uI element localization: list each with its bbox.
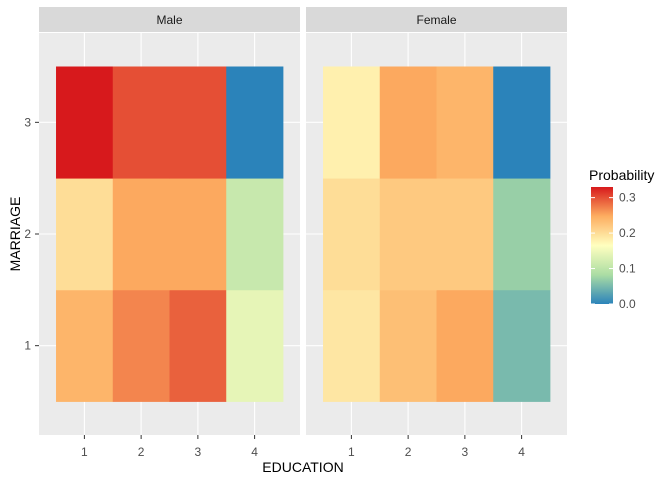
axes: 1 2 3 4 1 2 3 4 1 2 3 — [24, 115, 525, 459]
x-tick-label: 2 — [405, 445, 412, 459]
y-tick-label: 1 — [24, 339, 31, 353]
heatmap-cell-male-m1-e3 — [169, 289, 227, 402]
heatmap-cell-male-m1-e2 — [112, 289, 170, 402]
heatmap-cell-female-m3-e3 — [436, 66, 494, 179]
heatmap-cell-female-m2-e3 — [436, 178, 494, 291]
legend-tick-label: 0.2 — [619, 226, 636, 240]
facet-label-male: Male — [156, 13, 182, 27]
heatmap-cell-female-m1-e3 — [436, 289, 494, 402]
heatmap-cell-male-m2-e1 — [56, 178, 114, 291]
heatmap-cell-male-m3-e4 — [226, 66, 284, 179]
heatmap-cell-male-m3-e2 — [112, 66, 170, 179]
x-tick-label: 1 — [348, 445, 355, 459]
y-tick-label: 2 — [24, 227, 31, 241]
heatmap-cell-female-m3-e4 — [493, 66, 551, 179]
heatmap-cell-female-m3-e1 — [323, 66, 381, 179]
heatmap-cell-male-m3-e3 — [169, 66, 227, 179]
heatmap-cell-female-m2-e4 — [493, 178, 551, 291]
heatmap-cell-female-m1-e2 — [379, 289, 437, 402]
heatmap-cell-female-m2-e1 — [323, 178, 381, 291]
heatmap-cell-female-m1-e1 — [323, 289, 381, 402]
x-tick-label: 3 — [462, 445, 469, 459]
legend-colorbar — [591, 187, 613, 304]
x-tick-label: 4 — [251, 445, 258, 459]
facet-label-female: Female — [416, 13, 456, 27]
x-tick-label: 3 — [195, 445, 202, 459]
x-tick-label: 4 — [518, 445, 525, 459]
x-tick-label: 1 — [81, 445, 88, 459]
heatmap-cell-male-m1-e1 — [56, 289, 114, 402]
legend-title: Probability — [589, 167, 654, 183]
heatmap-cell-male-m3-e1 — [56, 66, 114, 179]
heatmap-cell-female-m2-e2 — [379, 178, 437, 291]
facet-strip-female — [306, 7, 567, 32]
heatmap-cell-male-m2-e2 — [112, 178, 170, 291]
heatmap-cell-male-m2-e4 — [226, 178, 284, 291]
heatmap-cell-male-m2-e3 — [169, 178, 227, 291]
legend-tick-label: 0.1 — [619, 262, 636, 276]
legend-ticks: 0.0 0.1 0.2 0.3 — [591, 191, 636, 311]
legend-tick-label: 0.3 — [619, 191, 636, 205]
facet-strip-male — [39, 7, 300, 32]
heatmap-cell-male-m1-e4 — [226, 289, 284, 402]
facet-male: Male — [39, 7, 300, 435]
legend: Probability 0.0 0.1 0.2 0.3 — [589, 167, 654, 311]
legend-tick-label: 0.0 — [619, 297, 636, 311]
x-tick-label: 2 — [138, 445, 145, 459]
heatmap-cell-female-m1-e4 — [493, 289, 551, 402]
heatmap-cells-female — [306, 33, 567, 435]
y-tick-label: 3 — [24, 115, 31, 129]
x-axis-title: EDUCATION — [262, 459, 343, 475]
heatmap-cell-female-m3-e2 — [379, 66, 437, 179]
heatmap-cells-male — [39, 33, 300, 435]
facet-female: Female — [306, 7, 567, 435]
y-axis-title: MARRIAGE — [7, 197, 23, 272]
